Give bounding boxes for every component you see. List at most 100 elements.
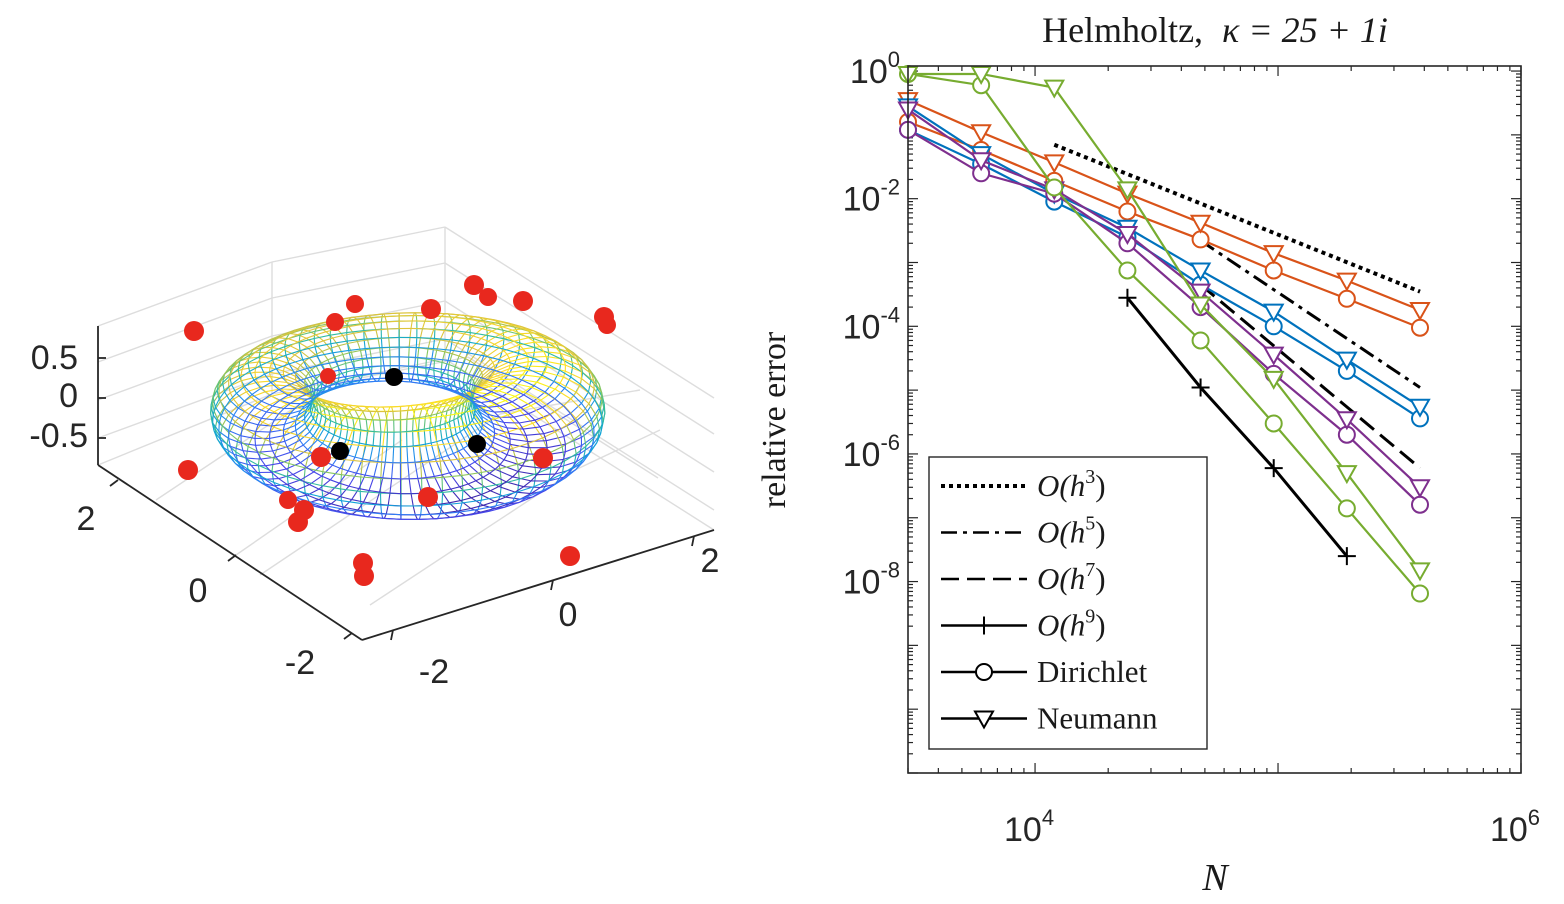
red-point <box>288 512 308 532</box>
series-point <box>1337 289 1356 308</box>
reference-lines <box>1053 142 1421 566</box>
series-point <box>1411 495 1430 514</box>
red-point <box>513 291 533 311</box>
black-point <box>468 435 486 453</box>
legend-marker <box>975 663 993 681</box>
red-point <box>533 448 553 468</box>
series-line <box>907 120 1421 329</box>
series-point <box>1191 331 1210 350</box>
series-point <box>1043 154 1065 174</box>
y-tick-label: -2 <box>419 653 449 691</box>
plot-box <box>907 65 1522 774</box>
data-series <box>897 64 1431 603</box>
series-line <box>907 128 1421 420</box>
series-point <box>1409 398 1431 418</box>
3d-grid <box>97 226 715 606</box>
x-tick-label: 2 <box>77 500 96 538</box>
reference-line <box>1199 239 1421 389</box>
legend-label: O(h9) <box>1037 606 1106 643</box>
x-tick-label: 104 <box>1004 805 1054 849</box>
series-point <box>1411 318 1430 337</box>
series-point <box>1411 584 1430 603</box>
red-point <box>560 546 580 566</box>
y-tick-label: 10-4 <box>843 302 900 346</box>
convergence-plot: Helmholtz, κ = 25 + 1i 10010-210-410-610… <box>756 10 1540 899</box>
red-point <box>311 447 331 467</box>
series <box>897 65 1431 582</box>
torus-3d-plot: 0.5 0 -0.5 2 0 -2 -2 0 2 <box>29 226 720 691</box>
series-point <box>1409 302 1431 322</box>
y-tick-labels: 100 10-2 10-4 10-6 10-8 <box>843 47 900 602</box>
series-line <box>907 108 1421 489</box>
x-axis-label: N <box>1201 857 1230 899</box>
series-point <box>1118 202 1137 221</box>
legend-label: O(h3) <box>1037 466 1106 503</box>
series-line <box>907 105 1421 408</box>
reference-point <box>1118 288 1137 307</box>
y-tick-label: 2 <box>701 542 720 580</box>
z-tick-label: 0.5 <box>31 339 78 377</box>
series-point <box>1409 562 1431 582</box>
z-tick-label: 0 <box>59 377 78 415</box>
series-point <box>970 152 992 172</box>
legend-label: Neumann <box>1037 701 1158 736</box>
reference-line <box>1199 283 1421 470</box>
reference-line-path <box>1199 283 1421 470</box>
black-point <box>385 368 403 386</box>
series-point <box>1336 465 1358 485</box>
legend-marker <box>973 710 995 730</box>
legend-item: O(h7) <box>941 559 1106 596</box>
x-tick-label: 106 <box>1490 805 1540 849</box>
series-point <box>1189 283 1212 303</box>
series-point <box>1263 245 1285 265</box>
y-tick-label: 0 <box>559 596 578 634</box>
series-point <box>1409 479 1431 499</box>
x-tick-labels: 104 106 <box>1004 805 1540 849</box>
series-point <box>1263 370 1285 390</box>
red-point <box>320 368 336 384</box>
reference-point <box>1191 378 1210 397</box>
legend-marker <box>975 616 993 635</box>
y-tick-label: 10-8 <box>843 558 900 602</box>
reference-point <box>1264 459 1283 478</box>
reference-line-path <box>1199 239 1421 389</box>
series-point <box>970 124 992 144</box>
series-line <box>908 72 1421 571</box>
y-tick-label: 10-2 <box>843 175 900 219</box>
legend-item: Neumann <box>941 701 1158 736</box>
black-point <box>331 442 349 460</box>
reference-line-path <box>1053 142 1421 294</box>
series <box>897 98 1431 418</box>
red-point <box>479 288 497 306</box>
series-point <box>1116 225 1139 245</box>
black-points <box>331 368 486 460</box>
legend-label: Dirichlet <box>1037 654 1148 689</box>
legend-item: O(h9) <box>941 606 1106 643</box>
y-tick-label: 100 <box>850 47 900 91</box>
red-point <box>598 316 616 334</box>
legend-item: O(h5) <box>941 513 1106 550</box>
x-tick-label: -2 <box>285 644 315 682</box>
red-point <box>184 321 204 341</box>
series <box>897 92 1431 322</box>
series-point <box>1189 262 1212 282</box>
series-point <box>1118 261 1137 280</box>
red-point <box>354 566 374 586</box>
3d-axes <box>97 326 715 641</box>
y-tick-label: 10-6 <box>843 430 900 474</box>
series-point <box>1336 272 1358 292</box>
series-point <box>1337 499 1356 518</box>
series-point <box>1264 261 1283 280</box>
red-point <box>346 295 364 313</box>
series-line <box>907 99 1421 312</box>
series-point <box>1189 296 1212 316</box>
reference-line-path <box>1126 296 1349 558</box>
x-tick-label: 0 <box>189 572 208 610</box>
reference-line <box>1118 288 1356 566</box>
z-tick-label: -0.5 <box>29 417 88 455</box>
series-point <box>1045 178 1064 197</box>
series-point <box>1263 346 1285 366</box>
series-point <box>1043 79 1065 99</box>
series-point <box>970 65 992 86</box>
legend-box <box>928 456 1208 750</box>
